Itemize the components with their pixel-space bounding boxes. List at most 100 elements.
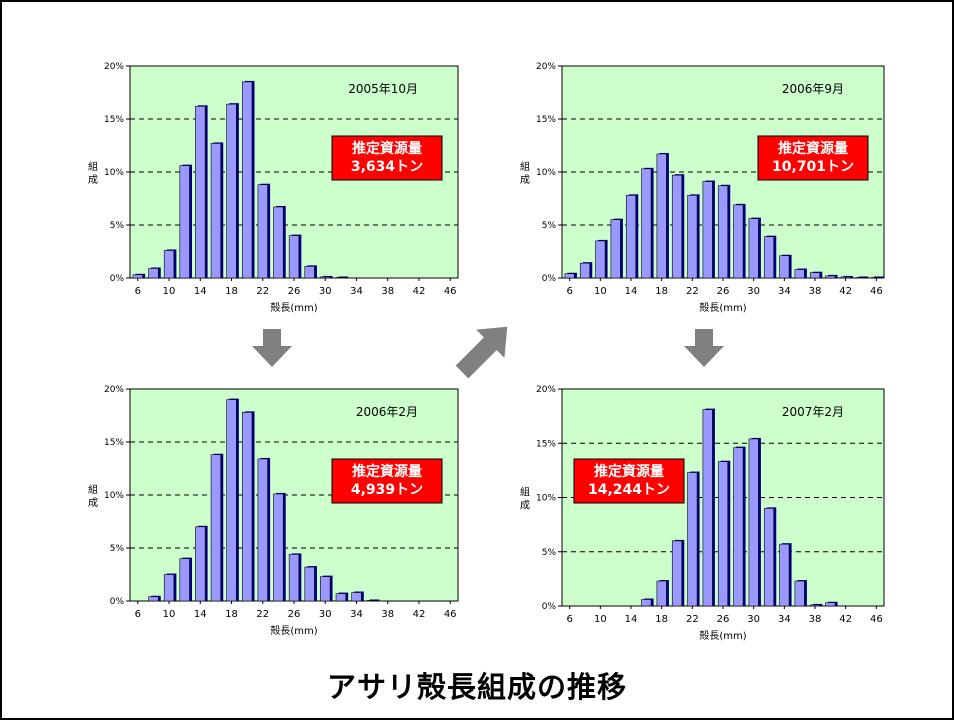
bar — [132, 274, 143, 279]
x-tick-label: 46 — [870, 614, 883, 625]
x-tick-label: 14 — [194, 286, 207, 297]
estimate-badge-text: 4,939トン — [351, 482, 423, 498]
y-tick-label: 15% — [104, 115, 124, 125]
y-tick-label: 15% — [104, 438, 124, 448]
bar — [195, 526, 206, 602]
x-tick-label: 22 — [686, 286, 699, 297]
bar — [687, 195, 698, 279]
x-tick-label: 18 — [655, 614, 668, 625]
x-tick-label: 6 — [566, 286, 572, 297]
y-axis-label: 組 — [88, 483, 98, 496]
estimate-badge-text: 推定資源量 — [352, 140, 422, 157]
x-tick-label: 30 — [319, 286, 332, 297]
bar — [320, 276, 331, 279]
bar — [335, 277, 346, 279]
y-tick-label: 5% — [542, 221, 557, 231]
y-tick-label: 10% — [536, 494, 556, 504]
x-tick-label: 22 — [686, 614, 699, 625]
y-tick-label: 15% — [536, 439, 556, 449]
estimate-badge-text: 10,701トン — [772, 159, 854, 175]
bar — [148, 596, 159, 602]
y-tick-label: 20% — [104, 62, 124, 72]
bar — [179, 558, 190, 602]
y-tick-label: 0% — [542, 274, 557, 284]
bar — [257, 184, 268, 279]
up-right-arrow-icon — [455, 326, 508, 379]
x-tick-label: 46 — [444, 609, 457, 620]
x-tick-label: 42 — [413, 609, 426, 620]
chart-4: 0% 5% 10% 15% 20% 6 10 14 18 22 26 30 34 38 42 46 殻長(mm)… — [520, 385, 885, 642]
estimate-badge-text: 推定資源量 — [594, 463, 664, 480]
x-tick-label: 10 — [163, 286, 176, 297]
bar — [242, 412, 253, 602]
x-tick-label: 38 — [809, 614, 822, 625]
estimate-badge-text: 3,634トン — [351, 159, 423, 175]
x-axis-label: 殻長(mm) — [270, 624, 317, 637]
x-tick-label: 14 — [625, 286, 638, 297]
x-tick-label: 6 — [135, 286, 141, 297]
bar — [564, 273, 575, 279]
bar — [242, 81, 253, 279]
x-tick-label: 42 — [413, 286, 426, 297]
x-tick-label: 38 — [381, 609, 394, 620]
estimate-badge — [331, 458, 443, 504]
y-tick-label: 5% — [110, 221, 125, 231]
x-tick-label: 46 — [870, 286, 883, 297]
bar — [779, 543, 790, 607]
x-tick-label: 30 — [319, 609, 332, 620]
bar — [226, 103, 237, 279]
y-tick-label: 0% — [110, 274, 125, 284]
bar — [733, 447, 744, 607]
x-axis-label: 殻長(mm) — [699, 301, 746, 314]
y-axis-label: 成 — [88, 497, 98, 509]
x-tick-label: 10 — [163, 609, 176, 620]
bar — [809, 272, 821, 279]
bar — [687, 472, 698, 607]
x-tick-label: 42 — [839, 286, 852, 297]
bar — [226, 399, 237, 602]
y-tick-label: 20% — [104, 385, 124, 395]
bar — [671, 540, 683, 607]
bar — [717, 185, 729, 279]
estimate-badge-text: 推定資源量 — [778, 140, 848, 157]
x-tick-label: 10 — [594, 614, 607, 625]
date-label: 2005年10月 — [348, 82, 418, 96]
bar — [210, 454, 222, 602]
bar — [595, 240, 606, 279]
y-tick-label: 10% — [104, 168, 124, 178]
x-axis-label: 殻長(mm) — [270, 301, 317, 314]
y-tick-label: 20% — [536, 62, 556, 72]
x-tick-label: 6 — [135, 609, 141, 620]
bar — [579, 262, 591, 279]
bar — [702, 181, 713, 279]
x-tick-label: 46 — [444, 286, 457, 297]
bar — [825, 602, 836, 607]
x-tick-label: 10 — [594, 286, 607, 297]
x-axis-label: 殻長(mm) — [699, 629, 746, 642]
bar — [273, 493, 284, 602]
bar — [179, 165, 190, 279]
x-tick-label: 22 — [256, 609, 269, 620]
y-axis-label: 成 — [520, 500, 530, 512]
chart-2: 0% 5% 10% 15% 20% 6 10 14 18 22 26 30 34 38 42 46 殻長(mm)… — [520, 62, 885, 314]
x-tick-label: 18 — [655, 286, 668, 297]
bar — [610, 219, 621, 279]
bar — [779, 255, 790, 279]
x-tick-label: 38 — [809, 286, 822, 297]
bar — [748, 218, 759, 279]
bar — [273, 206, 284, 279]
estimate-badge — [331, 135, 443, 181]
y-tick-label: 5% — [110, 544, 125, 554]
bar — [656, 580, 667, 607]
y-axis-label: 組 — [88, 160, 98, 173]
y-tick-label: 5% — [542, 548, 557, 558]
bar — [763, 236, 775, 279]
bar — [702, 409, 713, 607]
x-tick-label: 18 — [225, 609, 238, 620]
y-axis-label: 組 — [520, 160, 530, 173]
x-tick-label: 26 — [717, 286, 730, 297]
bar — [794, 269, 805, 279]
bar — [671, 174, 683, 279]
x-tick-label: 6 — [566, 614, 572, 625]
x-tick-label: 30 — [747, 614, 760, 625]
